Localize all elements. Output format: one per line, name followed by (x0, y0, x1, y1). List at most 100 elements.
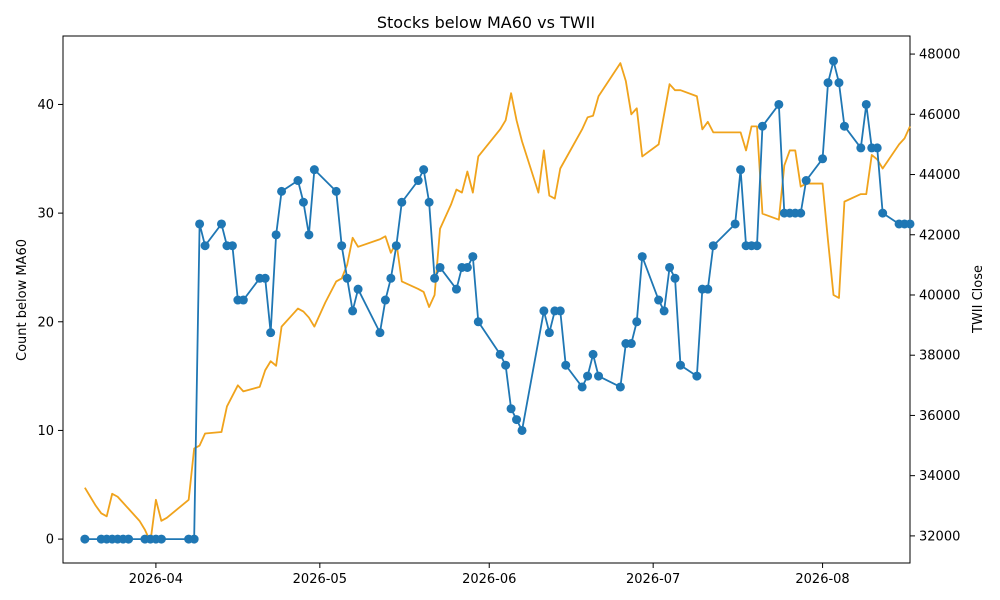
count-below-ma60-point (512, 415, 522, 425)
y-right-tick-label: 36000 (919, 409, 960, 424)
count-below-ma60-point (708, 241, 718, 251)
y-right-axis-title: TWII Close (971, 265, 986, 334)
count-below-ma60-point (692, 371, 702, 381)
count-below-ma60-point (277, 186, 287, 196)
count-below-ma60-point (872, 143, 882, 153)
count-below-ma60-point (730, 219, 740, 229)
count-below-ma60-point (626, 339, 636, 349)
count-below-ma60-point (506, 404, 516, 414)
count-below-ma60-point (430, 273, 440, 283)
count-below-ma60-point (375, 328, 385, 338)
count-below-ma60-point (451, 284, 461, 294)
count-below-ma60-point (435, 262, 445, 272)
plot-area: 2026-04 2026-05 2026-06 2026-07 2026-08 0 10 20… (37, 35, 960, 587)
count-below-ma60-point (539, 306, 549, 316)
y-right-tick-label: 42000 (919, 228, 960, 243)
count-below-ma60-point (501, 360, 511, 370)
count-below-ma60-point (266, 328, 276, 338)
count-below-ma60-point (555, 306, 565, 316)
count-below-ma60-point (386, 273, 396, 283)
count-below-ma60-point (561, 360, 571, 370)
x-tick-label: 2026-04 (129, 572, 183, 587)
count-below-ma60-point (424, 197, 434, 207)
count-below-ma60-point (774, 99, 784, 109)
y-right-tick-label: 40000 (919, 288, 960, 303)
y-left-axis-title: Count below MA60 (15, 239, 30, 361)
count-below-ma60-point (878, 208, 888, 218)
count-below-ma60-point (752, 241, 762, 251)
count-below-ma60-point (473, 317, 483, 327)
y-left-tick-label: 20 (37, 315, 54, 330)
count-below-ma60-point (348, 306, 358, 316)
count-below-ma60-point (495, 349, 505, 359)
y-left-tick-label: 0 (46, 533, 54, 548)
count-below-ma60-point (834, 78, 844, 88)
count-below-ma60-point (856, 143, 866, 153)
count-below-ma60-point (189, 534, 199, 544)
y-right-tick-label: 32000 (919, 529, 960, 544)
count-below-ma60-point (419, 165, 429, 175)
count-below-ma60-point (801, 176, 811, 186)
count-below-ma60-point (861, 99, 871, 109)
count-below-ma60-point (271, 230, 281, 240)
count-below-ma60-point (397, 197, 407, 207)
y-right-tick-label: 38000 (919, 349, 960, 364)
y-right-tick-label: 46000 (919, 108, 960, 123)
x-tick-label: 2026-06 (462, 572, 516, 587)
count-below-ma60-point (839, 121, 849, 131)
count-below-ma60-point (216, 219, 226, 229)
twii-close-line (84, 62, 911, 543)
count-below-ma60-point (654, 295, 664, 305)
count-below-ma60-point (260, 273, 270, 283)
count-below-ma60-point (703, 284, 713, 294)
chart-title: Stocks below MA60 vs TWII (377, 13, 595, 32)
count-below-ma60-point (517, 425, 527, 435)
count-below-ma60-point (293, 176, 303, 186)
count-below-ma60-point (227, 241, 237, 251)
y-right-tick-label: 34000 (919, 469, 960, 484)
count-below-ma60-point (665, 262, 675, 272)
count-below-ma60-point (342, 273, 352, 283)
count-below-ma60-point (156, 534, 166, 544)
x-tick-label: 2026-07 (626, 572, 680, 587)
count-below-ma60-point (238, 295, 248, 305)
count-below-ma60-point (80, 534, 90, 544)
y-left-tick-label: 40 (37, 98, 54, 113)
count-below-ma60-point (413, 176, 423, 186)
plot-frame (62, 35, 911, 564)
count-below-ma60-point (391, 241, 401, 251)
y-right-tick-label: 44000 (919, 168, 960, 183)
count-below-ma60-point (353, 284, 363, 294)
count-below-ma60-point (124, 534, 134, 544)
count-below-ma60-point (632, 317, 642, 327)
count-below-ma60-point (468, 252, 478, 262)
count-below-ma60-point (829, 56, 838, 66)
count-below-ma60-point (583, 371, 593, 381)
y-right-tick-label: 48000 (919, 48, 960, 63)
count-below-ma60-point (544, 328, 554, 338)
count-below-ma60-point (637, 252, 647, 262)
count-below-ma60-point (615, 382, 625, 392)
count-below-ma60-point (588, 349, 598, 359)
count-below-ma60-point (462, 262, 472, 272)
count-below-ma60-point (298, 197, 308, 207)
count-below-ma60-point (309, 165, 319, 175)
x-tick-label: 2026-08 (795, 572, 849, 587)
count-below-ma60-point (337, 241, 347, 251)
count-below-ma60-point (594, 371, 604, 381)
y-left-tick-label: 10 (37, 424, 54, 439)
count-below-ma60-point (195, 219, 205, 229)
x-tick-label: 2026-05 (293, 572, 347, 587)
count-below-ma60-point (380, 295, 390, 305)
count-below-ma60-point (200, 241, 210, 251)
count-below-ma60-point (823, 78, 833, 88)
count-below-ma60-point (757, 121, 767, 131)
count-below-ma60-point (659, 306, 669, 316)
count-below-ma60-point (905, 219, 915, 229)
count-below-ma60-point (304, 230, 314, 240)
count-below-ma60-point (818, 154, 828, 164)
count-below-ma60-point (331, 186, 341, 196)
y-left-tick-label: 30 (37, 207, 54, 222)
